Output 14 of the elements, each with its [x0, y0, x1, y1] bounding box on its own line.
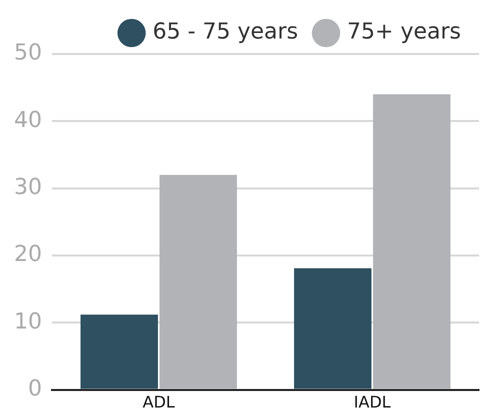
x-tick-label: IADL	[354, 392, 391, 412]
y-tick-label: 0	[28, 376, 42, 402]
x-tick-label: ADL	[142, 392, 175, 412]
bar	[373, 94, 450, 389]
legend-label: 65 - 75 years	[152, 20, 298, 45]
y-tick-label: 10	[14, 309, 42, 334]
legend-label: 75+ years	[347, 20, 462, 45]
y-tick-label: 20	[14, 242, 42, 268]
bar	[80, 314, 158, 389]
bar	[160, 174, 237, 389]
y-tick-label: 40	[14, 108, 42, 133]
bar	[294, 268, 372, 389]
y-tick-label: 30	[14, 175, 42, 200]
y-tick-label: 50	[14, 40, 42, 66]
